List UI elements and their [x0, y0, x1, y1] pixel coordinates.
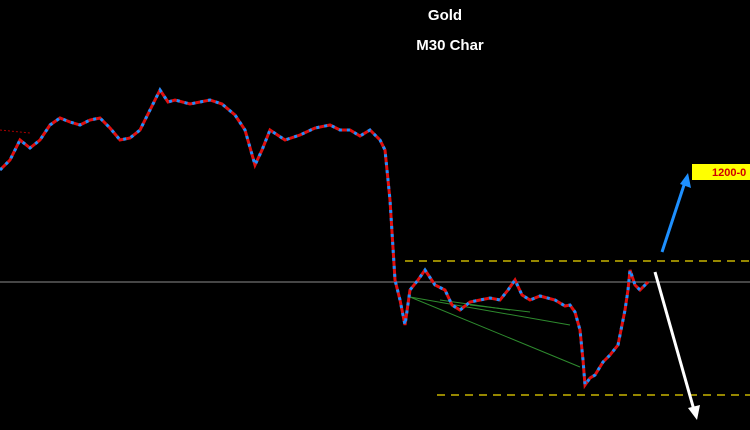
price-label: 1200-0 — [712, 167, 746, 179]
up-arrow — [660, 173, 691, 253]
old-level — [0, 129, 31, 134]
chart-subtitle: M30 Char — [416, 37, 484, 54]
arrow-shaft — [660, 181, 687, 253]
arrow-shaft — [653, 271, 696, 411]
down-arrow — [653, 271, 700, 420]
trend-line — [469, 304, 531, 313]
price-trail-bull — [0, 87, 650, 390]
price-label-box — [692, 164, 750, 180]
trend-line — [409, 296, 571, 326]
trend-line — [409, 296, 581, 368]
chart-title: Gold — [428, 7, 462, 24]
arrow-head — [680, 173, 691, 188]
arrow-head — [688, 405, 700, 420]
